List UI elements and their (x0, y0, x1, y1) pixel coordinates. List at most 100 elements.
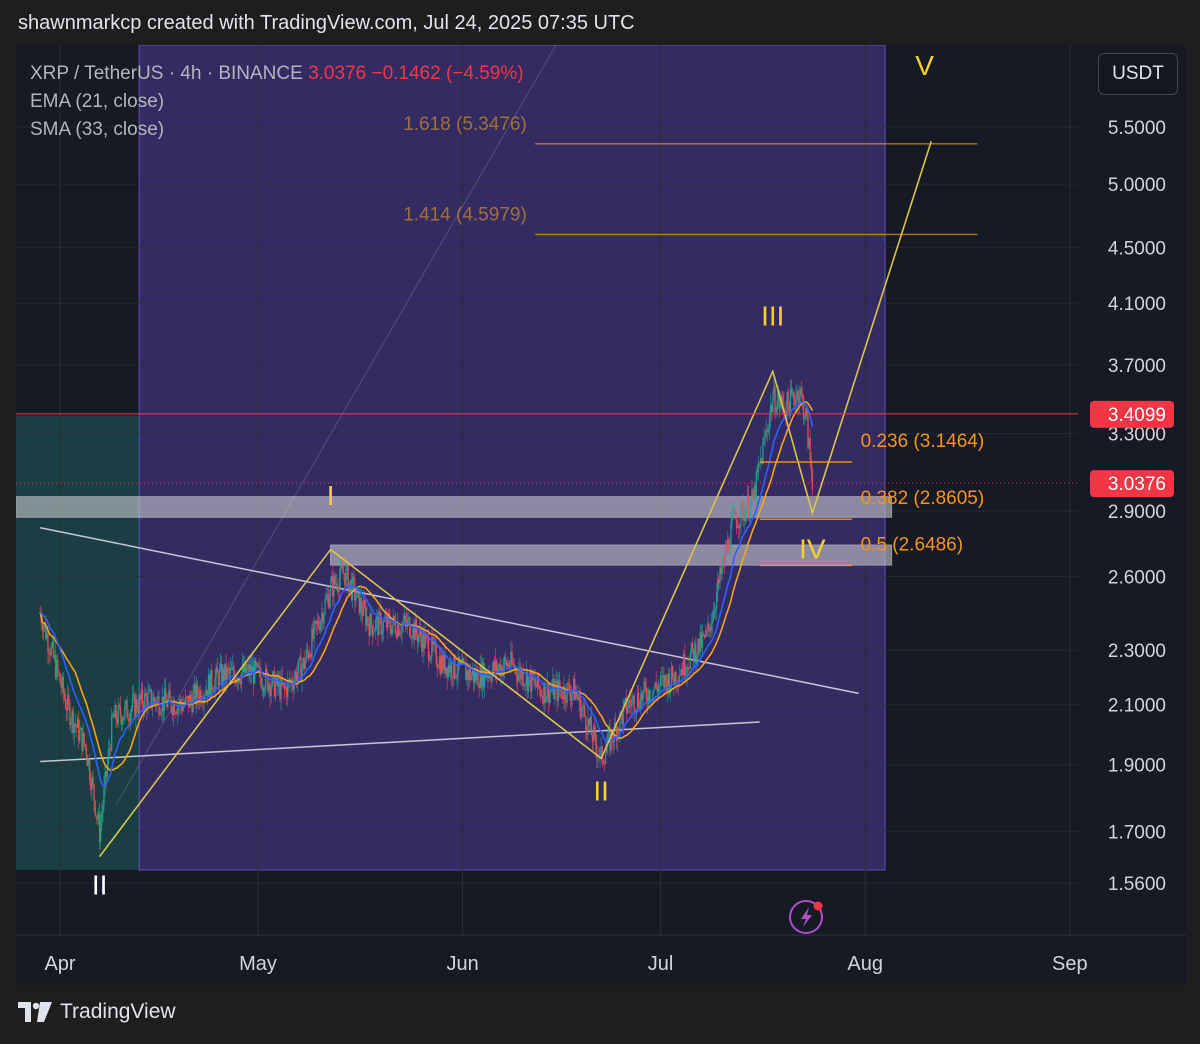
candle-body (61, 677, 63, 688)
candle-body (244, 661, 246, 673)
candle-body (232, 666, 234, 670)
lightning-bolt-icon (801, 907, 812, 927)
candle-body (339, 564, 342, 578)
candle-body (421, 637, 423, 652)
currency-button[interactable]: USDT (1098, 53, 1178, 95)
candle-body (556, 680, 558, 701)
candle-body (239, 682, 242, 685)
candle-body (128, 719, 130, 722)
candle-body (317, 620, 320, 627)
candle-body (310, 654, 312, 658)
candle-body (84, 744, 86, 747)
candle-body (403, 615, 405, 623)
candle-body (633, 695, 635, 714)
candle-body (207, 675, 210, 697)
candle-body (200, 690, 202, 703)
candle-body (450, 662, 453, 678)
candle-body (536, 673, 539, 688)
candle-body (679, 674, 682, 676)
candle-body (64, 698, 67, 708)
candle-body (508, 663, 510, 667)
candle-body (766, 429, 768, 432)
candle-body (228, 669, 231, 674)
candle-body (694, 643, 696, 663)
candle-body (576, 692, 578, 697)
candle-body (610, 731, 612, 751)
candle-body (575, 692, 577, 700)
legend-symbol[interactable]: XRP / TetherUS · 4h · BINANCE (30, 63, 303, 84)
candle-body (492, 661, 495, 670)
candle-body (431, 637, 433, 657)
candle-body (398, 623, 400, 636)
candle-body (223, 668, 225, 683)
candle-body (124, 705, 126, 717)
candle-body (150, 689, 152, 707)
candle-body (545, 697, 547, 703)
candle-body (50, 646, 52, 656)
candle-body (141, 689, 144, 706)
candle-body (725, 547, 728, 553)
candle-body (680, 669, 683, 675)
candle-body (395, 633, 398, 638)
candle-body (721, 564, 723, 574)
candle-body (404, 615, 407, 621)
candle-body (87, 759, 90, 766)
candle-body (292, 685, 294, 690)
candle-body (709, 627, 711, 632)
candle-body (582, 705, 585, 708)
candle-body (45, 623, 47, 639)
candle-body (664, 674, 666, 688)
candle-body (409, 617, 411, 637)
candle-body (658, 684, 661, 687)
legend-sma[interactable]: SMA (33, close) (30, 119, 165, 140)
candle-body (716, 592, 718, 609)
candle-body (543, 682, 545, 704)
candle-body (302, 657, 304, 668)
candle-body (387, 613, 389, 628)
time-tick-label: May (239, 953, 277, 975)
candle-body (619, 712, 621, 732)
candle-body (149, 689, 151, 691)
candle-body (768, 416, 771, 431)
candle-body (713, 611, 716, 613)
price-tick-label: 2.3000 (1108, 641, 1166, 662)
candle-body (295, 672, 298, 683)
candle-body (294, 672, 297, 680)
candle-body (734, 510, 737, 519)
candle-body (331, 576, 333, 582)
candle-body (139, 695, 141, 701)
candle-body (81, 727, 83, 751)
candle-body (757, 464, 760, 473)
candle-body (531, 671, 533, 692)
candle-body (400, 632, 402, 634)
candle-body (219, 663, 222, 670)
candle-body (574, 678, 576, 700)
candle-body (667, 673, 669, 693)
candle-body (138, 695, 140, 713)
candle-body (507, 663, 509, 667)
price-tick-label: 2.6000 (1108, 568, 1166, 589)
candle-body (648, 690, 651, 702)
candle-body (596, 745, 598, 758)
candle-body (569, 693, 572, 701)
candle-body (478, 686, 480, 689)
candle-body (171, 709, 173, 715)
candle-body (298, 659, 300, 674)
candle-body (59, 673, 61, 683)
candle-body (538, 686, 541, 689)
candle-body (719, 567, 721, 584)
legend-ema[interactable]: EMA (21, close) (30, 91, 165, 112)
candle-body (772, 397, 774, 412)
candle-body (222, 668, 224, 686)
candle-body (441, 654, 443, 674)
candle-body (92, 776, 94, 785)
candle-body (247, 664, 249, 669)
candle-body (702, 634, 705, 636)
candle-body (487, 675, 489, 679)
candle-body (728, 538, 730, 551)
lightning-icon (789, 900, 823, 934)
candle-body (657, 686, 660, 693)
candle-body (736, 525, 739, 528)
price-chart[interactable]: 1.618 (5.3476) 1.414 (4.5979) 0.236 (3.146… (16, 45, 1186, 985)
candle-body (480, 665, 482, 688)
